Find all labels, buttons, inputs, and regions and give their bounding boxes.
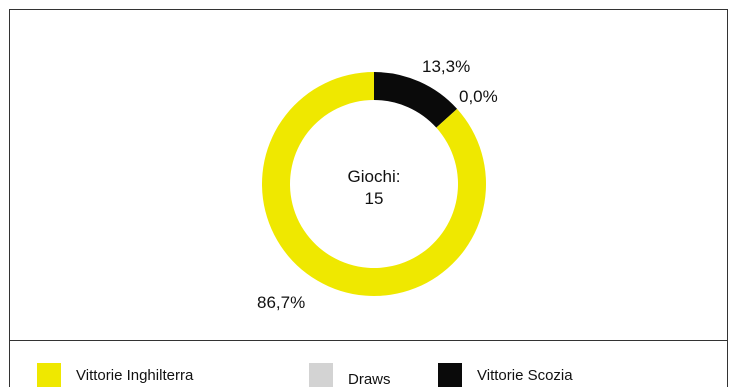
legend-label-draws: Draws	[348, 370, 391, 388]
slice-label-vittorie-scozia: 13,3%	[422, 57, 470, 76]
chart-frame	[9, 9, 728, 341]
legend-label-vittorie-scozia: Vittorie Scozia	[477, 366, 573, 384]
legend-swatch-draws	[309, 363, 333, 387]
center-label-title: Giochi:	[348, 167, 401, 186]
center-label-count: 15	[365, 189, 384, 208]
legend-swatch-vittorie-inghilterra	[37, 363, 61, 387]
legend-swatch-vittorie-scozia	[438, 363, 462, 387]
slice-label-vittorie-inghilterra: 86,7%	[257, 293, 305, 312]
legend-item-vittorie-scozia[interactable]: Vittorie Scozia	[438, 363, 573, 387]
donut-slices	[262, 72, 487, 296]
slice-label-draws: 0,0%	[459, 87, 498, 106]
legend-item-draws[interactable]: Draws	[309, 363, 391, 388]
legend-item-vittorie-inghilterra[interactable]: Vittorie Inghilterra	[37, 363, 193, 387]
legend-label-vittorie-inghilterra: Vittorie Inghilterra	[76, 366, 194, 384]
legend: Vittorie Inghilterra Draws Vittorie Scoz…	[9, 341, 728, 388]
donut-slice-vittorie-scozia[interactable]	[374, 72, 458, 128]
